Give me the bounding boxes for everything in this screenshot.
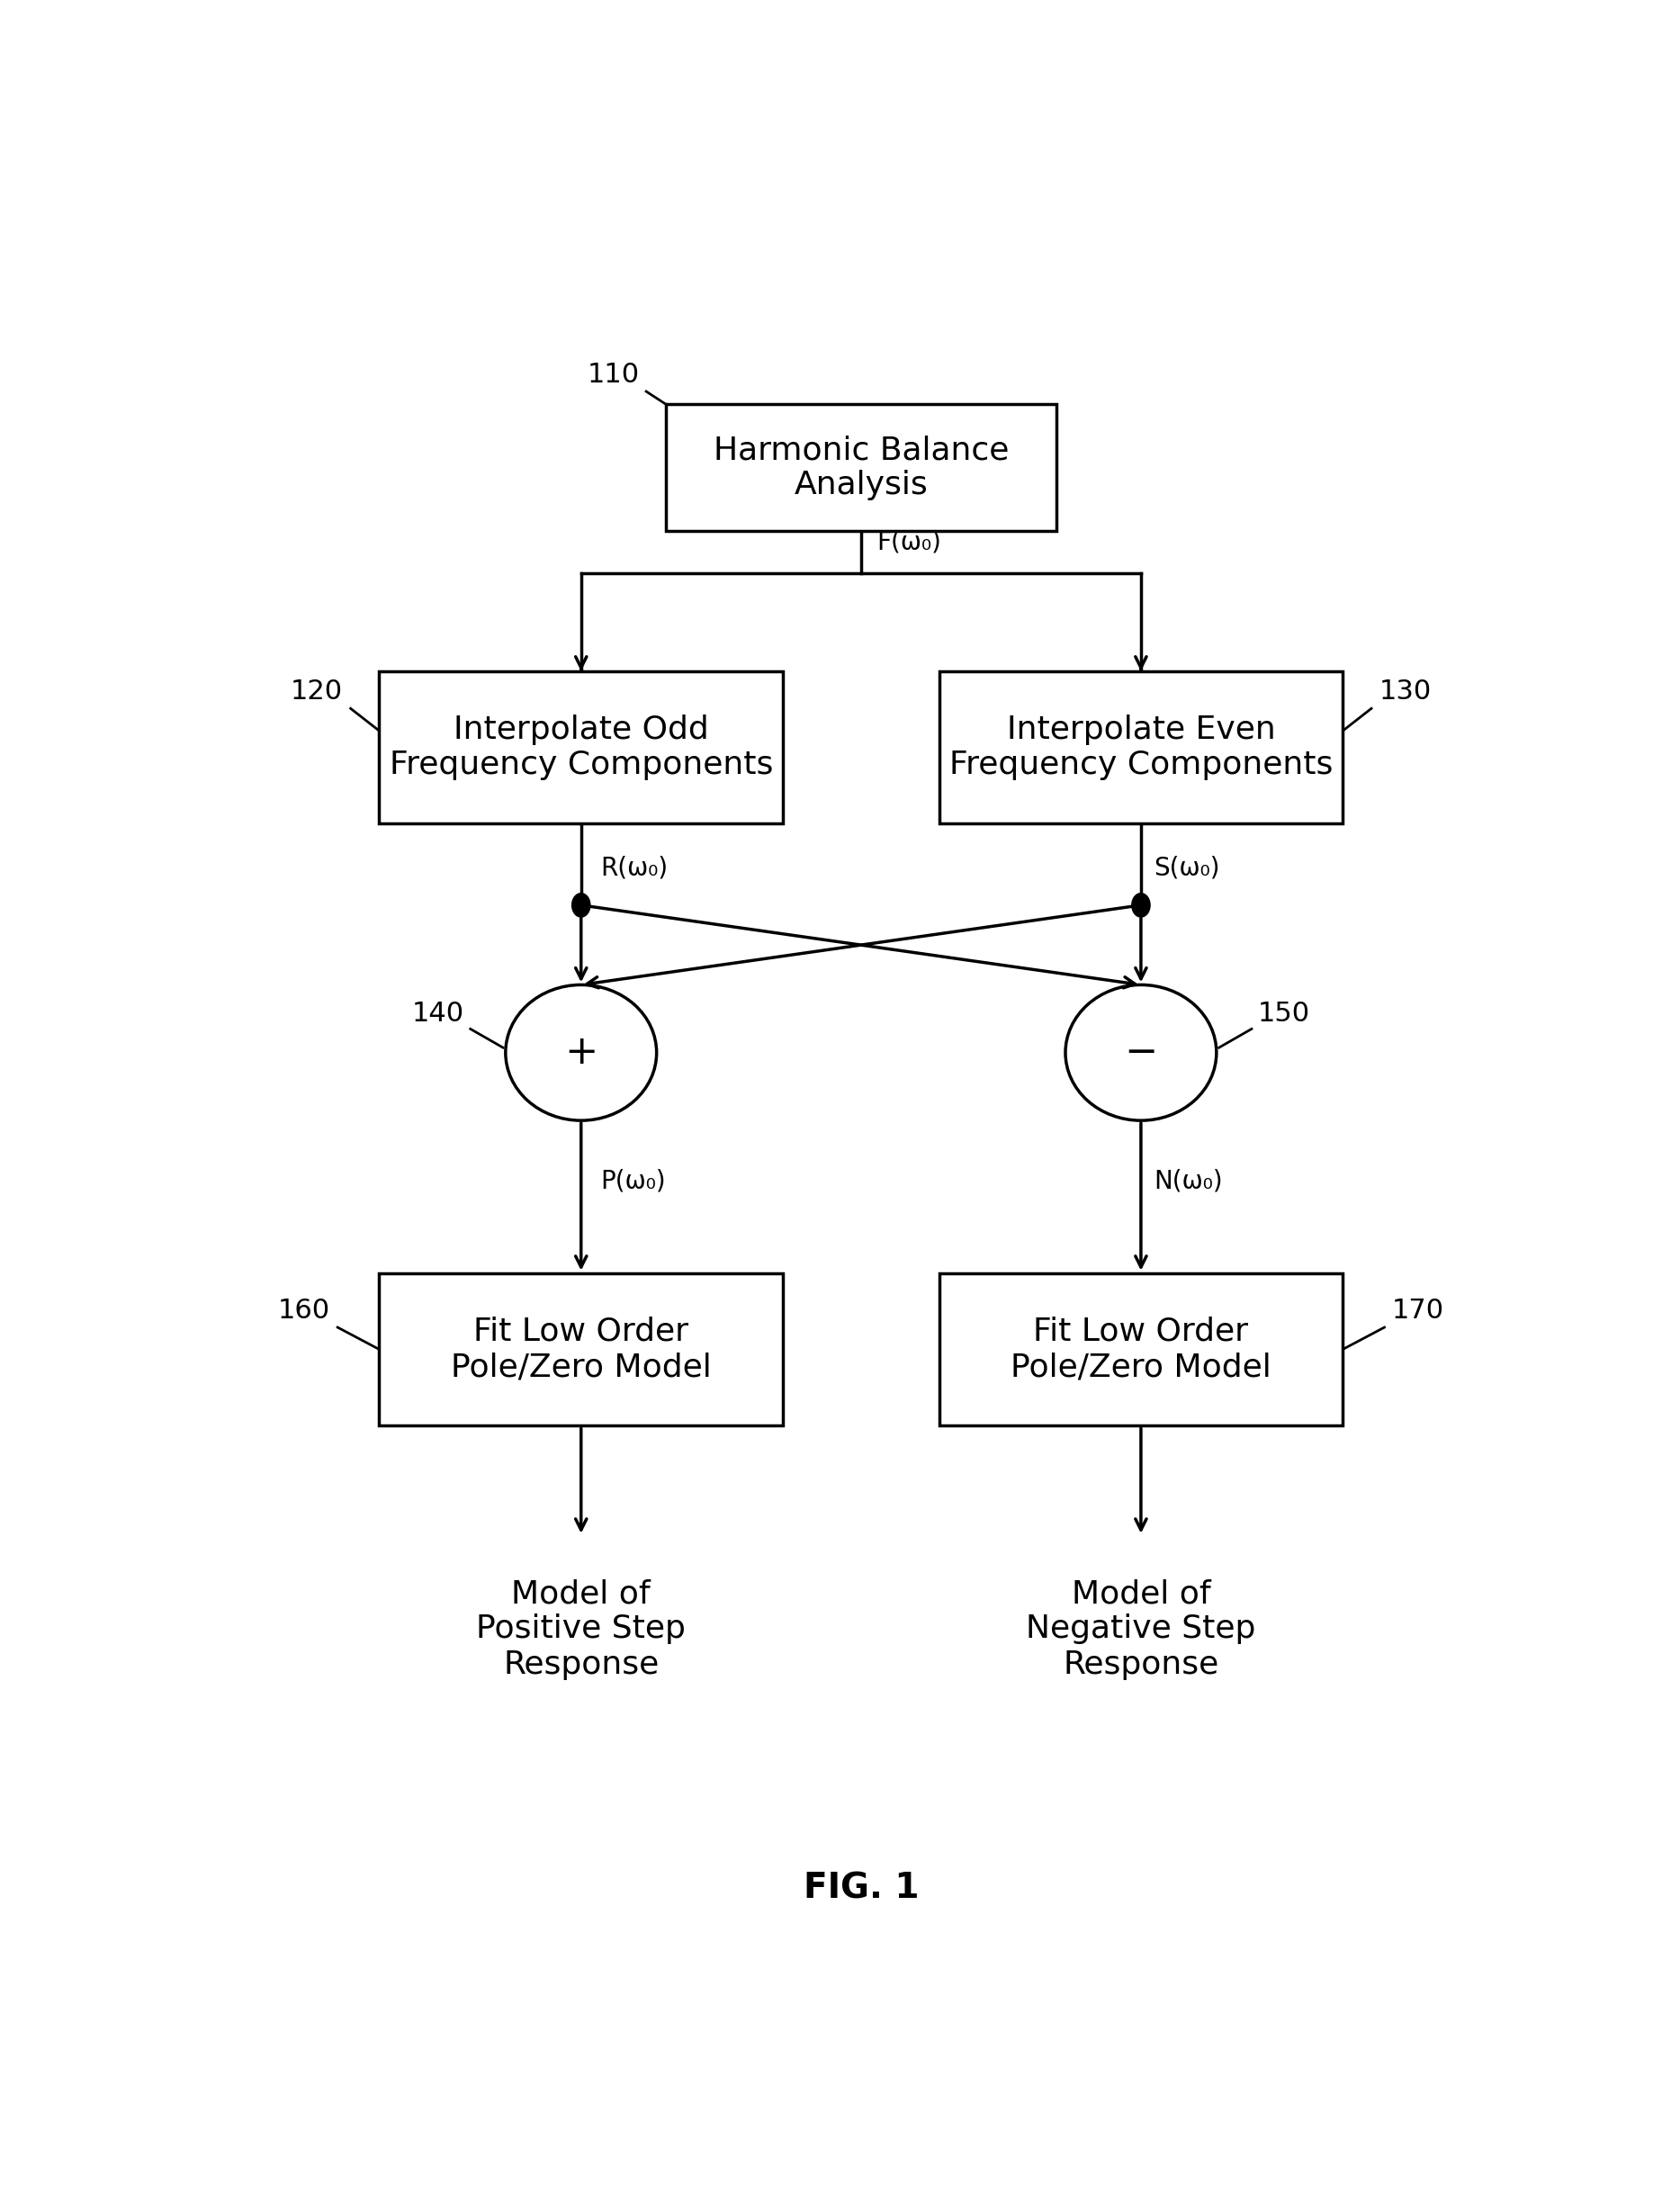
- Text: −: −: [1124, 1033, 1158, 1072]
- Circle shape: [1132, 894, 1151, 916]
- FancyBboxPatch shape: [380, 672, 783, 824]
- Text: Fit Low Order
Pole/Zero Model: Fit Low Order Pole/Zero Model: [450, 1317, 711, 1383]
- FancyBboxPatch shape: [665, 405, 1057, 531]
- Text: 120: 120: [291, 678, 343, 705]
- Text: R(ω₀): R(ω₀): [601, 854, 669, 881]
- Ellipse shape: [506, 984, 657, 1121]
- Text: Interpolate Odd
Frequency Components: Interpolate Odd Frequency Components: [390, 713, 773, 780]
- Text: 150: 150: [1258, 1000, 1310, 1026]
- FancyBboxPatch shape: [380, 1273, 783, 1425]
- Text: 130: 130: [1379, 678, 1431, 705]
- Text: Fit Low Order
Pole/Zero Model: Fit Low Order Pole/Zero Model: [1011, 1317, 1272, 1383]
- Ellipse shape: [1065, 984, 1216, 1121]
- FancyBboxPatch shape: [939, 672, 1342, 824]
- Text: FIG. 1: FIG. 1: [803, 1872, 919, 1905]
- Text: Model of
Positive Step
Response: Model of Positive Step Response: [477, 1579, 685, 1680]
- Text: 160: 160: [277, 1297, 329, 1323]
- Text: F(ω₀): F(ω₀): [877, 531, 941, 555]
- Text: P(ω₀): P(ω₀): [601, 1169, 665, 1193]
- Text: Interpolate Even
Frequency Components: Interpolate Even Frequency Components: [949, 713, 1332, 780]
- Text: 110: 110: [588, 361, 640, 388]
- Text: 140: 140: [412, 1000, 464, 1026]
- Text: 170: 170: [1393, 1297, 1445, 1323]
- Text: +: +: [564, 1033, 598, 1072]
- FancyBboxPatch shape: [939, 1273, 1342, 1425]
- Circle shape: [571, 894, 590, 916]
- Text: Model of
Negative Step
Response: Model of Negative Step Response: [1026, 1579, 1257, 1680]
- Text: Harmonic Balance
Analysis: Harmonic Balance Analysis: [714, 434, 1008, 500]
- Text: N(ω₀): N(ω₀): [1154, 1169, 1223, 1193]
- Text: S(ω₀): S(ω₀): [1154, 854, 1220, 881]
